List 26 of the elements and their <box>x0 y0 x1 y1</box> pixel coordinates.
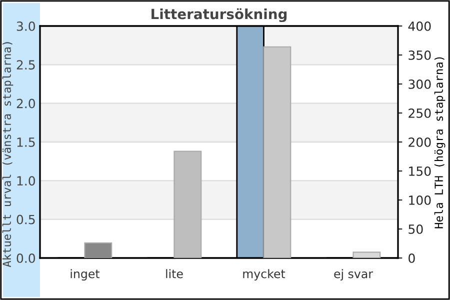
y2-axis-title: Hela LTH (högra staplarna) <box>434 57 446 228</box>
y-axis-title: Aktuellt urval (vänstra staplarna) <box>2 42 14 268</box>
y-tick-label: 3.0 <box>16 21 36 31</box>
y2-tick-label: 50 <box>408 224 423 234</box>
y2-tick-label: 150 <box>409 166 431 176</box>
y2-tick-label: 250 <box>408 108 431 118</box>
y2-tick-label: 300 <box>408 79 431 89</box>
y-tick-label: 1.5 <box>17 138 35 147</box>
bar <box>84 242 112 258</box>
bar <box>174 150 202 258</box>
x-tick-label: ej svar <box>334 269 374 281</box>
y2-tick-label: 0 <box>408 253 415 263</box>
y-tick-label: 1.0 <box>17 176 36 186</box>
y2-tick-label: 100 <box>409 195 431 205</box>
y2-tick-label: 350 <box>408 50 431 60</box>
x-tick-label: inget <box>70 269 100 281</box>
bar <box>352 252 381 258</box>
x-tick-label: mycket <box>243 269 286 281</box>
y-tick-label: 0.0 <box>16 253 36 263</box>
y-tick-label: 0.5 <box>16 214 35 224</box>
y2-tick-label: 200 <box>408 137 431 147</box>
x-tick-label: lite <box>166 269 183 278</box>
y-tick-label: 2.0 <box>16 98 36 108</box>
chart-title: Litteratursökning <box>152 8 287 22</box>
y2-tick-label: 400 <box>408 21 431 31</box>
y-tick-label: 2.5 <box>16 60 35 70</box>
